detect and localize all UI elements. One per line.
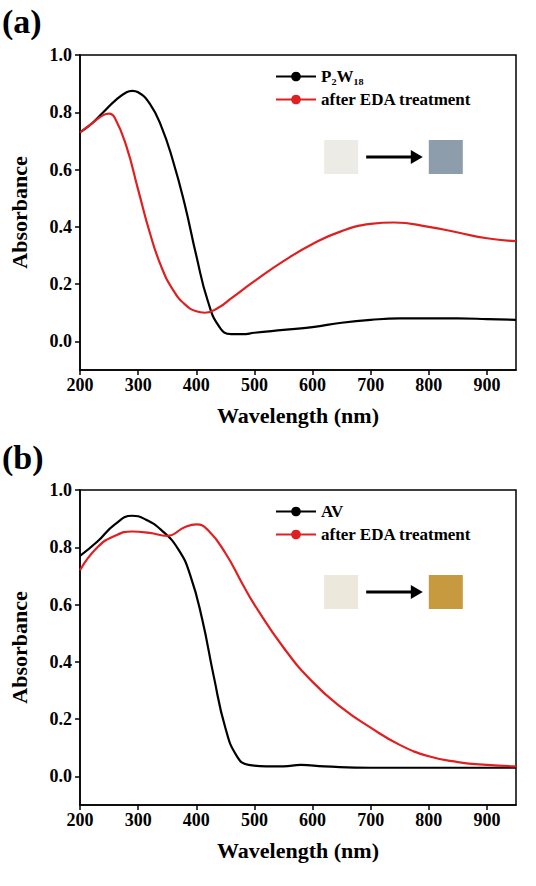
svg-text:500: 500 [241,810,268,830]
svg-text:600: 600 [299,810,326,830]
svg-text:(b): (b) [2,439,44,477]
svg-text:200: 200 [67,810,94,830]
svg-text:0.2: 0.2 [50,274,73,294]
svg-text:Wavelength (nm): Wavelength (nm) [217,838,379,863]
svg-text:0.8: 0.8 [50,537,73,557]
svg-text:Wavelength (nm): Wavelength (nm) [217,403,379,428]
svg-text:500: 500 [241,375,268,395]
svg-text:700: 700 [357,375,384,395]
svg-text:after EDA treatment: after EDA treatment [321,525,471,544]
svg-text:Absorbance: Absorbance [7,591,32,704]
svg-text:800: 800 [415,810,442,830]
svg-text:0.2: 0.2 [50,709,73,729]
svg-text:900: 900 [473,810,500,830]
svg-text:300: 300 [125,810,152,830]
svg-text:P₂W₁₈: P₂W₁₈ [321,67,364,86]
svg-text:1.0: 1.0 [50,480,73,500]
svg-text:0.0: 0.0 [50,766,73,786]
svg-text:0.6: 0.6 [50,160,73,180]
svg-text:0.4: 0.4 [50,652,73,672]
svg-text:900: 900 [473,375,500,395]
svg-text:600: 600 [299,375,326,395]
svg-text:400: 400 [183,810,210,830]
svg-text:700: 700 [357,810,384,830]
svg-text:0.0: 0.0 [50,331,73,351]
svg-text:after EDA treatment: after EDA treatment [321,90,471,109]
svg-text:300: 300 [125,375,152,395]
svg-text:200: 200 [67,375,94,395]
svg-text:1.0: 1.0 [50,45,73,65]
svg-text:400: 400 [183,375,210,395]
svg-text:(a): (a) [2,3,42,41]
svg-text:AV: AV [321,502,344,521]
svg-text:0.8: 0.8 [50,102,73,122]
svg-text:Absorbance: Absorbance [7,156,32,269]
svg-text:800: 800 [415,375,442,395]
svg-text:0.4: 0.4 [50,217,73,237]
svg-text:0.6: 0.6 [50,595,73,615]
